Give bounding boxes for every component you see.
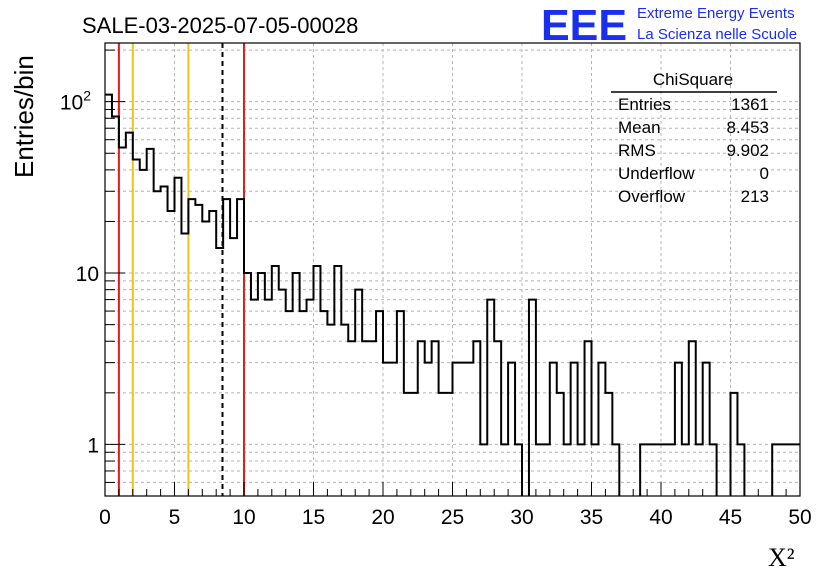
x-tick-label: 50 <box>788 506 811 529</box>
x-tick-label: 15 <box>302 506 325 529</box>
plot-frame <box>104 42 801 497</box>
grid <box>105 43 800 496</box>
x-tick-label: 30 <box>510 506 533 529</box>
x-tick-label: 40 <box>649 506 672 529</box>
x-tick-labels: 0 5 10 15 20 25 30 35 40 45 50 <box>99 506 812 529</box>
x-axis-label: X² <box>768 543 795 572</box>
stats-title: ChiSquare <box>653 70 733 89</box>
histogram-outline <box>105 93 800 496</box>
x-tick-label: 45 <box>719 506 742 529</box>
y-tick-labels: 1 10 102 <box>60 88 99 458</box>
eee-logo-line2: La Scienza nelle Scuole <box>637 26 797 43</box>
stats-label: Underflow <box>618 164 695 183</box>
x-tick-label: 5 <box>169 506 181 529</box>
stats-value: 213 <box>741 187 769 206</box>
x-tick-label: 0 <box>99 506 111 529</box>
y-axis-label: Entries/bin <box>9 55 39 178</box>
y-tick-label: 102 <box>60 88 91 115</box>
y-tick-label: 1 <box>87 434 99 457</box>
stats-label: Overflow <box>618 187 686 206</box>
x-tick-label: 25 <box>441 506 464 529</box>
y-tick-label: 10 <box>76 263 99 286</box>
stats-value: 1361 <box>731 95 769 114</box>
stats-label: Entries <box>618 95 671 114</box>
stats-value: 9.902 <box>726 141 769 160</box>
reference-lines <box>117 43 245 496</box>
eee-logo-mark: EEE <box>541 1 627 50</box>
eee-logo-line1: Extreme Energy Events <box>637 5 795 22</box>
stats-label: RMS <box>618 141 656 160</box>
x-tick-label: 20 <box>371 506 394 529</box>
chart-title: SALE-03-2025-07-05-00028 <box>82 13 358 38</box>
stats-rows: Entries 1361 Mean 8.453 RMS 9.902 Underflow 0 Ov… <box>618 95 769 206</box>
stats-value: 0 <box>760 164 769 183</box>
stats-label: Mean <box>618 118 661 137</box>
stats-box: ChiSquare Entries 1361 Mean 8.453 RMS 9.902 Un… <box>611 70 777 206</box>
stats-value: 8.453 <box>726 118 769 137</box>
eee-logo: EEE Extreme Energy Events La Scienza nel… <box>541 1 797 50</box>
x-tick-label: 35 <box>580 506 603 529</box>
x-tick-label: 10 <box>232 506 255 529</box>
